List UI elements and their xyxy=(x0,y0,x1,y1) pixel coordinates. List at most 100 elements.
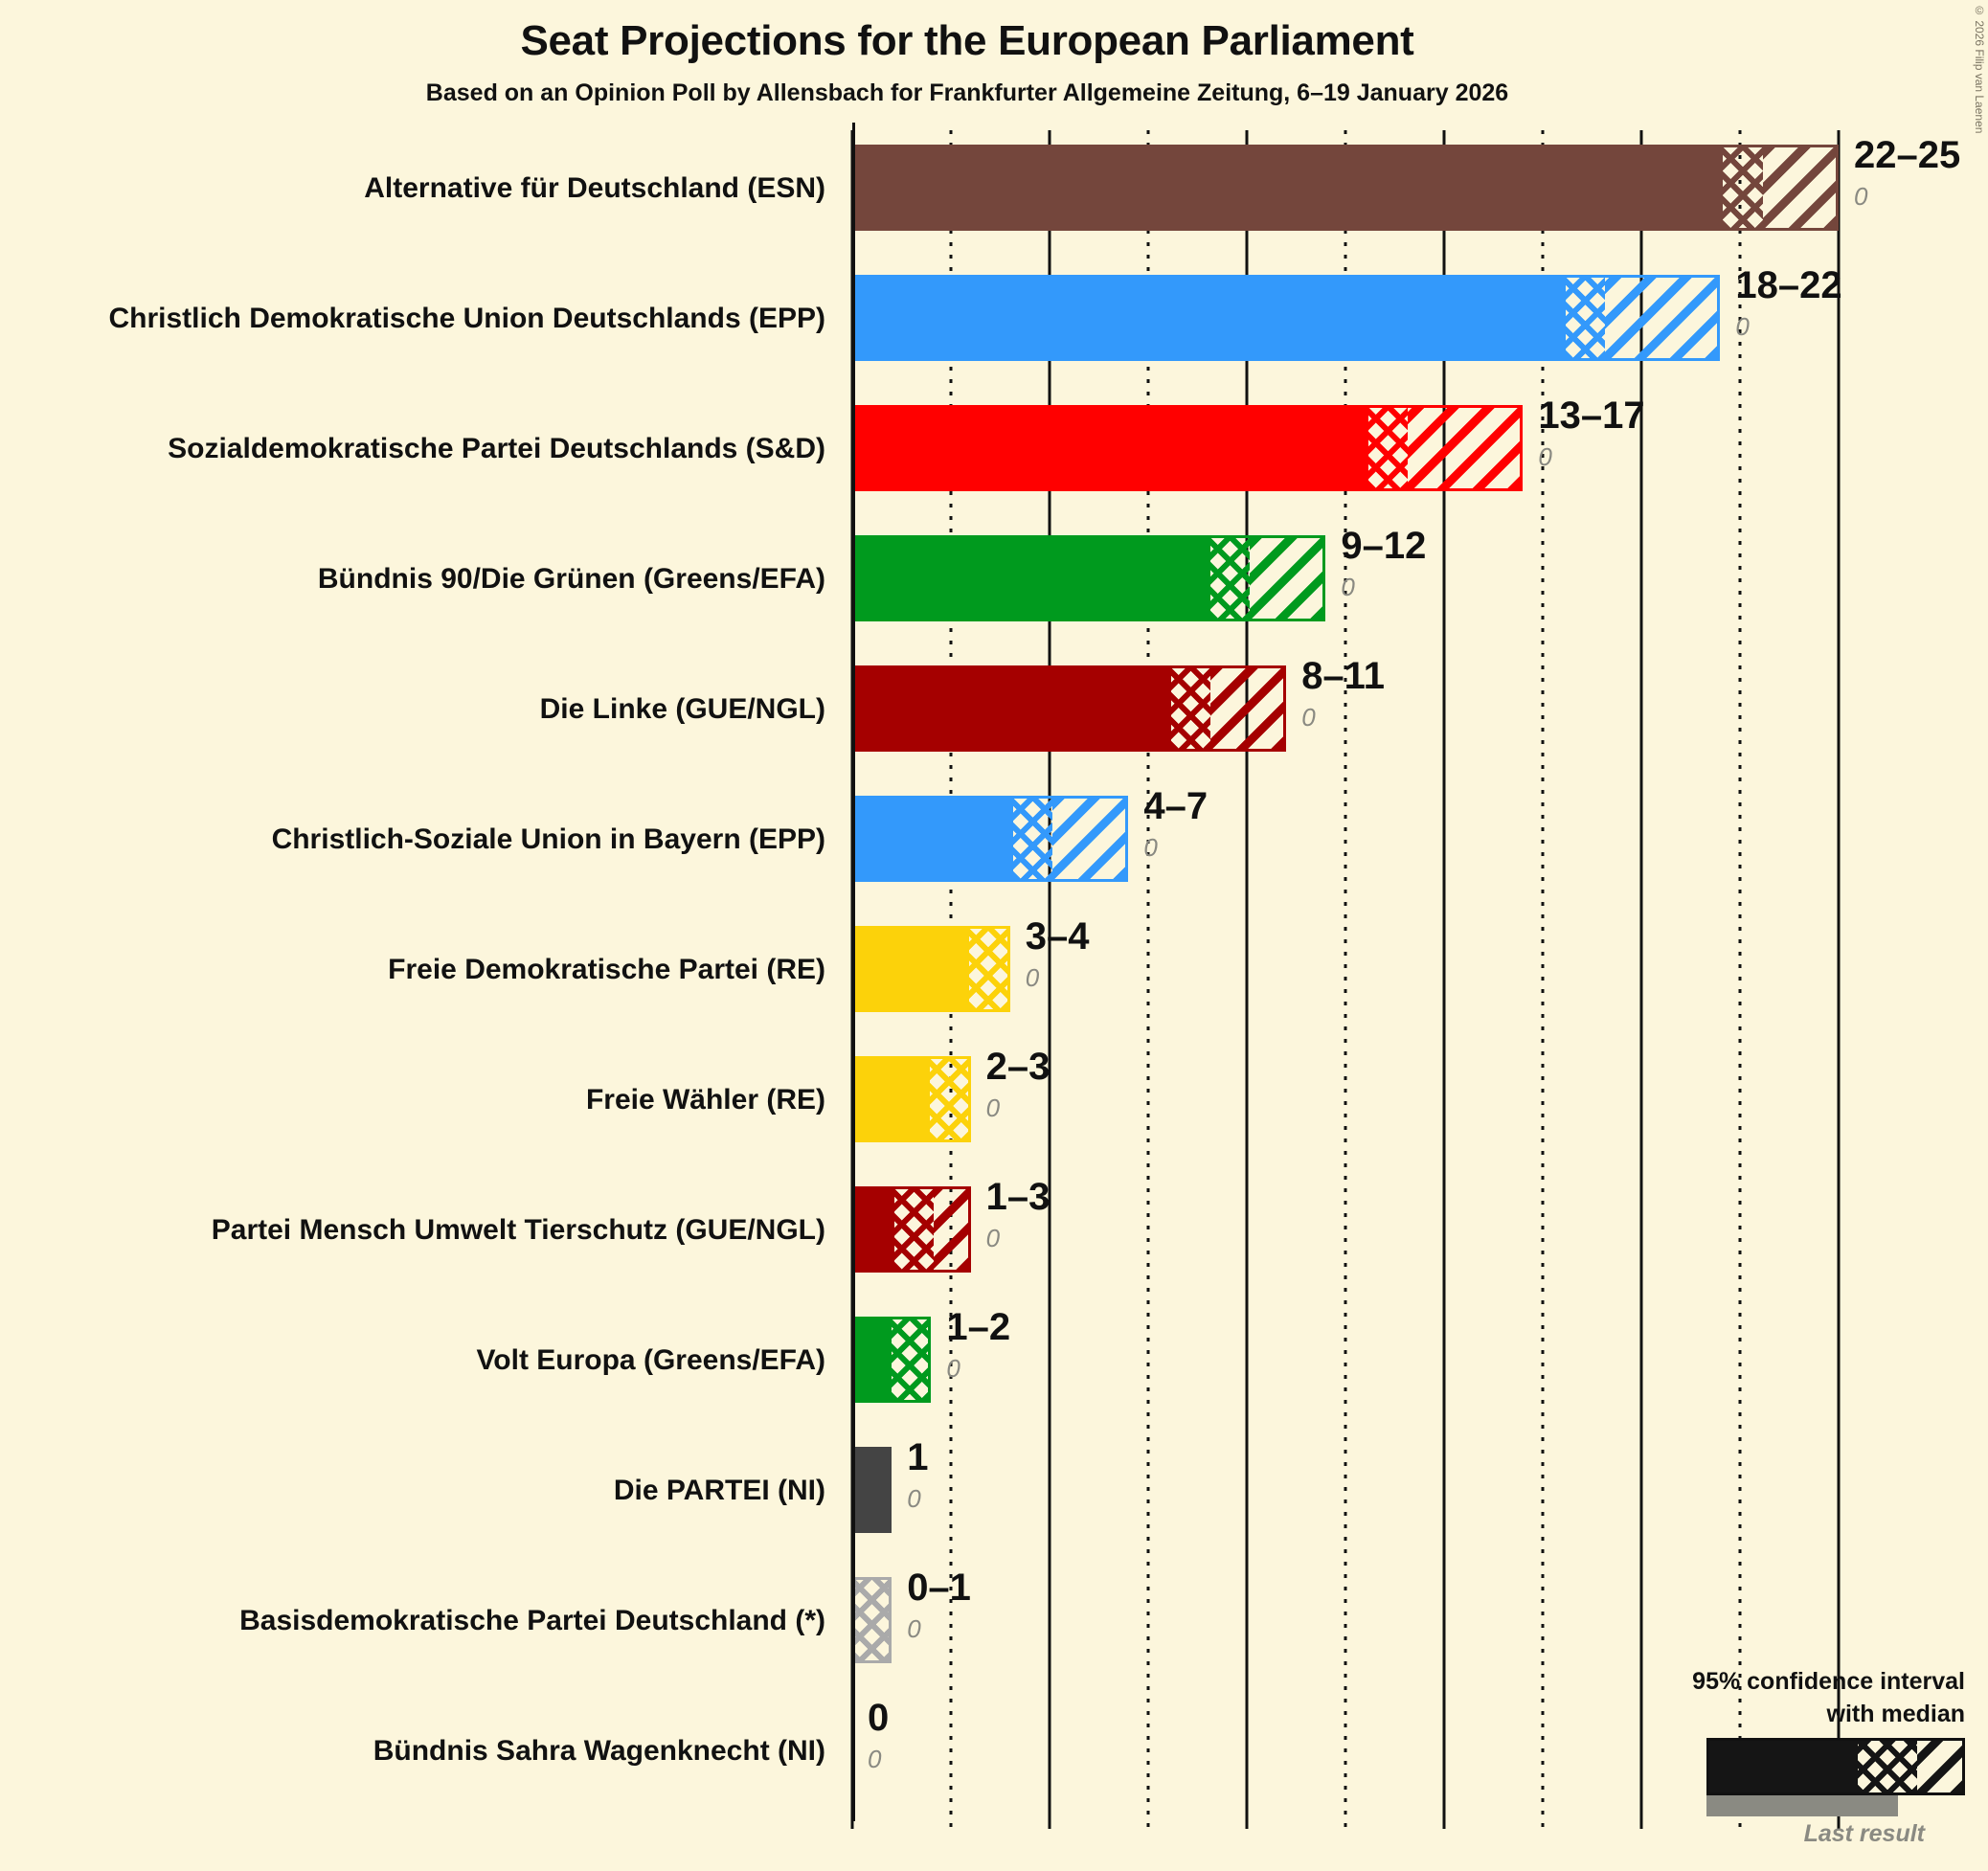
last-result-label: 0 xyxy=(1341,573,1355,601)
last-result-label: 0 xyxy=(1301,703,1316,732)
value-labels: 9–12 0 xyxy=(1341,527,1426,599)
bar-segment-median xyxy=(1209,538,1250,619)
bar-segment-certain xyxy=(855,1189,895,1270)
legend-last-result-swatch xyxy=(1706,1795,1898,1816)
bar-segment-certain xyxy=(855,1450,890,1530)
last-result-label: 0 xyxy=(907,1614,921,1643)
value-labels: 2–3 0 xyxy=(986,1048,1050,1120)
value-labels: 0–1 0 xyxy=(907,1568,971,1641)
copyright-notice: © 2026 Filip van Laenen xyxy=(1973,4,1986,134)
bar-segment-median xyxy=(1565,278,1605,358)
seat-bar xyxy=(852,275,1721,361)
chart-subtitle: Based on an Opinion Poll by Allensbach f… xyxy=(425,79,1509,106)
bar-row: Christlich Demokratische Union Deutschla… xyxy=(0,253,1988,383)
last-result-label: 0 xyxy=(1025,963,1040,992)
bar-segment-upper-ci xyxy=(1051,799,1126,879)
legend-segment-upper-ci xyxy=(1917,1741,1962,1792)
seat-range-label: 0 xyxy=(868,1697,890,1739)
seat-range-label: 18–22 xyxy=(1735,264,1842,306)
party-label: Freie Wähler (RE) xyxy=(585,1083,825,1116)
bar-segment-certain xyxy=(855,799,1013,879)
bar-segment-median xyxy=(1012,799,1052,879)
bar-segment-median xyxy=(894,1189,935,1270)
value-labels: 18–22 0 xyxy=(1735,266,1841,339)
seat-range-label: 2–3 xyxy=(985,1046,1050,1088)
seat-bar xyxy=(852,145,1839,231)
last-result-label: 0 xyxy=(1143,833,1158,862)
legend-line-2: with median xyxy=(1826,1701,1965,1727)
bar-segment-median xyxy=(930,1059,968,1139)
last-result-label: 0 xyxy=(1854,182,1868,211)
last-result-label: 0 xyxy=(1735,312,1750,341)
party-label: Christlich-Soziale Union in Bayern (EPP) xyxy=(271,823,825,855)
seat-bar xyxy=(852,1577,892,1663)
seat-bar xyxy=(852,535,1326,621)
party-label: Freie Demokratische Partei (RE) xyxy=(388,953,825,985)
party-label: Bündnis 90/Die Grünen (Greens/EFA) xyxy=(317,562,825,595)
party-label: Volt Europa (Greens/EFA) xyxy=(476,1343,826,1376)
bar-segment-median xyxy=(1723,147,1763,228)
legend-line-1: 95% confidence interval xyxy=(1692,1668,1965,1695)
party-label: Die Linke (GUE/NGL) xyxy=(539,692,825,725)
seat-range-label: 9–12 xyxy=(1341,525,1427,567)
bar-segment-upper-ci xyxy=(1604,278,1718,358)
value-labels: 13–17 0 xyxy=(1538,396,1644,469)
seat-range-label: 8–11 xyxy=(1301,655,1385,697)
bar-row: Freie Wähler (RE) 2–3 0 xyxy=(0,1034,1988,1164)
legend: 95% confidence interval with median Last… xyxy=(1563,1667,1965,1848)
party-label: Partei Mensch Umwelt Tierschutz (GUE/NGL… xyxy=(211,1213,825,1246)
last-result-label: 0 xyxy=(985,1093,1001,1122)
seat-bar xyxy=(852,1317,932,1403)
bar-segment-upper-ci xyxy=(934,1189,968,1270)
bar-row: Partei Mensch Umwelt Tierschutz (GUE/NGL… xyxy=(0,1164,1988,1295)
party-label: Die PARTEI (NI) xyxy=(613,1474,825,1506)
bar-segment-certain xyxy=(855,1059,931,1139)
bar-segment-median xyxy=(1367,408,1408,488)
bar-segment-certain xyxy=(855,278,1566,358)
legend-last-result-label: Last result xyxy=(1803,1820,1925,1847)
bar-segment-certain xyxy=(855,668,1171,749)
bar-segment-certain xyxy=(855,147,1724,228)
bar-segment-upper-ci xyxy=(1249,538,1323,619)
bar-segment-certain xyxy=(855,538,1210,619)
legend-segment-median xyxy=(1858,1741,1917,1792)
seat-range-label: 22–25 xyxy=(1854,134,1961,176)
last-result-label: 0 xyxy=(1538,442,1552,471)
bar-segment-median xyxy=(855,1580,890,1660)
value-labels: 4–7 0 xyxy=(1143,787,1208,860)
bar-row: Die Linke (GUE/NGL) 8–11 0 xyxy=(0,643,1988,774)
bar-row: Bündnis 90/Die Grünen (Greens/EFA) 9–12 0 xyxy=(0,513,1988,643)
seat-bar xyxy=(852,1056,971,1142)
seat-bar xyxy=(852,405,1524,491)
bar-segment-median xyxy=(969,929,1007,1009)
y-axis-line xyxy=(852,123,855,1821)
bar-segment-median xyxy=(1170,668,1210,749)
seat-bar xyxy=(852,796,1129,882)
value-labels: 1–3 0 xyxy=(986,1178,1050,1251)
party-label: Alternative für Deutschland (ESN) xyxy=(364,171,825,204)
party-label: Sozialdemokratische Partei Deutschlands … xyxy=(168,432,825,464)
seat-range-label: 0–1 xyxy=(907,1567,971,1609)
seat-bar xyxy=(852,665,1287,752)
last-result-label: 0 xyxy=(946,1354,960,1383)
seat-bar xyxy=(852,1186,971,1273)
bar-segment-upper-ci xyxy=(1762,147,1836,228)
chart-title: Seat Projections for the European Parlia… xyxy=(520,17,1414,64)
bar-row: Basisdemokratische Partei Deutschland (*… xyxy=(0,1555,1988,1685)
seat-range-label: 13–17 xyxy=(1538,394,1645,437)
value-labels: 1–2 0 xyxy=(946,1308,1010,1381)
bar-row: Bündnis Sahra Wagenknecht (NI) 0 0 xyxy=(0,1685,1988,1815)
bar-row: Sozialdemokratische Partei Deutschlands … xyxy=(0,383,1988,513)
bar-segment-median xyxy=(892,1319,929,1400)
seat-range-label: 3–4 xyxy=(1025,915,1090,958)
seat-range-label: 1 xyxy=(907,1436,929,1478)
bar-segment-certain xyxy=(855,929,970,1009)
seat-bar xyxy=(852,926,1010,1012)
party-label: Christlich Demokratische Union Deutschla… xyxy=(108,302,826,334)
last-result-label: 0 xyxy=(985,1224,1001,1252)
seat-range-label: 4–7 xyxy=(1143,785,1209,827)
legend-segment-certain xyxy=(1709,1741,1858,1792)
value-labels: 3–4 0 xyxy=(1026,917,1090,990)
